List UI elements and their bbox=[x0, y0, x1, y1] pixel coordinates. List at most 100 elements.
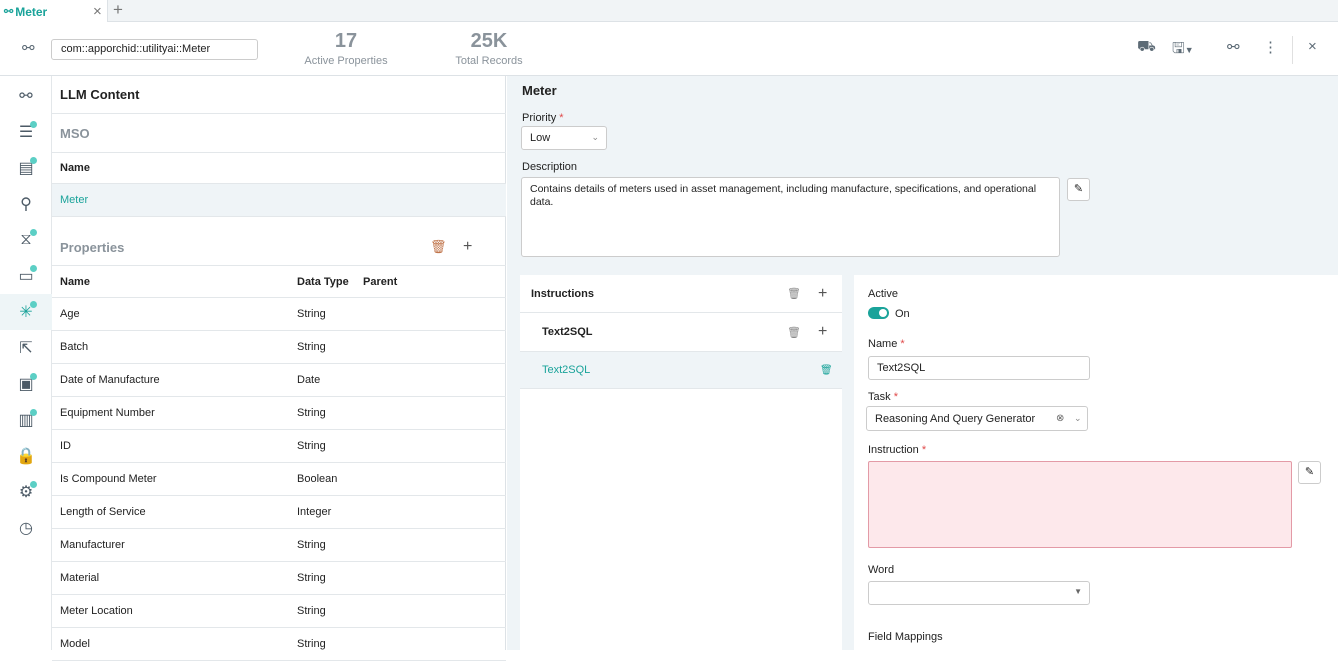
graph-icon: ⚯ bbox=[19, 88, 33, 105]
sidebar-item-chart[interactable]: ▥ bbox=[0, 402, 52, 438]
property-row[interactable]: ID String bbox=[52, 430, 506, 463]
add-icon[interactable]: + bbox=[818, 323, 828, 340]
sidebar-item-lock[interactable]: 🔒 bbox=[0, 438, 52, 474]
graph-icon: ⚯ bbox=[4, 6, 14, 18]
property-name: Length of Service bbox=[60, 506, 146, 518]
col-name: Name bbox=[60, 275, 90, 288]
priority-select[interactable]: Low ⌄ bbox=[521, 126, 607, 150]
right-panel: Meter Priority * Low ⌄ Description Contai… bbox=[507, 76, 1338, 650]
add-icon[interactable]: + bbox=[818, 284, 828, 302]
property-name: Date of Manufacture bbox=[60, 374, 160, 386]
badge-dot bbox=[30, 121, 37, 128]
sidebar-item-graph[interactable]: ⚯ bbox=[0, 78, 52, 114]
edit-description-pencil-icon[interactable]: ✎ bbox=[1067, 178, 1090, 201]
gear-icon: ⚙ bbox=[18, 484, 34, 501]
task-label: Task * bbox=[868, 391, 898, 403]
properties-heading: Properties 🗑 + bbox=[52, 229, 506, 266]
instruction-detail-card: Active On Name * Text2SQL Task * Reasoni… bbox=[854, 275, 1338, 650]
property-row[interactable]: Date of Manufacture Date bbox=[52, 364, 506, 397]
word-select[interactable]: ▼ bbox=[868, 581, 1090, 605]
mso-column-name: Name bbox=[52, 153, 506, 184]
name-input[interactable]: Text2SQL bbox=[868, 356, 1090, 380]
property-name: Is Compound Meter bbox=[60, 473, 157, 485]
property-row[interactable]: Model String bbox=[52, 628, 506, 661]
sliders-icon: ☰ bbox=[18, 124, 34, 141]
description-textarea[interactable]: Contains details of meters used in asset… bbox=[521, 177, 1060, 257]
property-row[interactable]: Is Compound Meter Boolean bbox=[52, 463, 506, 496]
tab-meter[interactable]: ⚯ Meter × bbox=[0, 0, 108, 23]
tab-close-icon[interactable]: × bbox=[93, 3, 102, 20]
priority-label: Priority * bbox=[522, 112, 564, 124]
badge-dot bbox=[30, 301, 37, 308]
property-type: String bbox=[297, 440, 326, 452]
more-icon[interactable]: ⋮ bbox=[1263, 39, 1278, 56]
badge-dot bbox=[30, 157, 37, 164]
property-type: Boolean bbox=[297, 473, 338, 485]
active-toggle[interactable] bbox=[868, 307, 889, 319]
instruction-group[interactable]: Text2SQL 🗑 + bbox=[520, 313, 842, 352]
clock-icon: ◷ bbox=[19, 520, 33, 537]
sidebar-item-sparkle[interactable]: ✳ bbox=[0, 294, 52, 330]
clear-icon[interactable]: ⊗ bbox=[1056, 413, 1065, 424]
add-tab-button[interactable]: + bbox=[113, 0, 123, 19]
property-row[interactable]: Equipment Number String bbox=[52, 397, 506, 430]
sidebar-item-chat[interactable]: ▭ bbox=[0, 258, 52, 294]
badge-dot bbox=[30, 409, 37, 416]
mso-heading: MSO bbox=[52, 114, 506, 153]
sidebar-item-monitor[interactable]: ▣ bbox=[0, 366, 52, 402]
word-label: Word bbox=[868, 564, 895, 576]
active-label: Active bbox=[868, 288, 898, 300]
namespace-field[interactable]: com::apporchid::utilityai::Meter bbox=[51, 39, 258, 60]
property-row[interactable]: Length of Service Integer bbox=[52, 496, 506, 529]
property-type: String bbox=[297, 407, 326, 419]
tab-title: Meter bbox=[15, 4, 48, 19]
export-icon: ⇱ bbox=[19, 340, 33, 357]
panel-title: LLM Content bbox=[52, 76, 506, 114]
property-row[interactable]: Meter Location String bbox=[52, 595, 506, 628]
task-select[interactable]: Reasoning And Query Generator ⊗ ⌄ bbox=[866, 406, 1088, 431]
instruction-textarea[interactable] bbox=[868, 461, 1292, 548]
property-type: String bbox=[297, 308, 326, 320]
field-mappings-label: Field Mappings bbox=[868, 631, 943, 643]
property-type: String bbox=[297, 605, 326, 617]
sidebar-item-server[interactable]: ▤ bbox=[0, 150, 52, 186]
close-icon[interactable]: × bbox=[1308, 38, 1317, 55]
divider bbox=[1292, 36, 1293, 64]
sidebar-item-gear[interactable]: ⚙ bbox=[0, 474, 52, 510]
trash-icon[interactable]: 🗑 bbox=[787, 288, 801, 300]
truck-icon[interactable]: ⛟ bbox=[1137, 38, 1156, 55]
badge-dot bbox=[30, 373, 37, 380]
property-row[interactable]: Manufacturer String bbox=[52, 529, 506, 562]
property-name: Material bbox=[60, 572, 100, 584]
sidebar-item-clock[interactable]: ◷ bbox=[0, 510, 52, 546]
sidebar-item-export[interactable]: ⇱ bbox=[0, 330, 52, 366]
property-name: Batch bbox=[60, 341, 89, 353]
trash-icon[interactable]: 🗑 bbox=[820, 364, 833, 376]
header: ⚯ com::apporchid::utilityai::Meter 17 Act… bbox=[0, 22, 1338, 76]
instructions-header: Instructions 🗑 + bbox=[520, 275, 842, 313]
property-row[interactable]: Material String bbox=[52, 562, 506, 595]
sidebar-item-search[interactable]: ⚲ bbox=[0, 186, 52, 222]
property-name: ID bbox=[60, 440, 71, 452]
sidebar-item-dna[interactable]: ⧖ bbox=[0, 222, 52, 258]
active-state: On bbox=[895, 308, 910, 320]
sidebar-item-sliders[interactable]: ☰ bbox=[0, 114, 52, 150]
edit-instruction-pencil-icon[interactable]: ✎ bbox=[1298, 461, 1321, 484]
property-name: Meter Location bbox=[60, 605, 133, 617]
left-panel: LLM Content MSO Name Meter Properties 🗑 … bbox=[52, 76, 506, 661]
instruction-item[interactable]: Text2SQL 🗑 bbox=[520, 352, 842, 389]
save-icon[interactable]: 🖫▼ bbox=[1172, 40, 1194, 57]
property-name: Model bbox=[60, 638, 90, 650]
property-type: String bbox=[297, 341, 326, 353]
graph-settings-icon[interactable]: ⚯ bbox=[1227, 39, 1240, 56]
property-row[interactable]: Batch String bbox=[52, 331, 506, 364]
badge-dot bbox=[30, 229, 37, 236]
mso-row-meter[interactable]: Meter bbox=[52, 184, 506, 217]
trash-icon[interactable]: 🗑 bbox=[787, 326, 801, 339]
search-icon: ⚲ bbox=[20, 196, 32, 213]
property-type: Integer bbox=[297, 506, 332, 518]
name-label: Name * bbox=[868, 338, 905, 350]
trash-icon[interactable]: 🗑 bbox=[430, 239, 447, 254]
add-icon[interactable]: + bbox=[463, 238, 473, 255]
property-row[interactable]: Age String bbox=[52, 298, 506, 331]
